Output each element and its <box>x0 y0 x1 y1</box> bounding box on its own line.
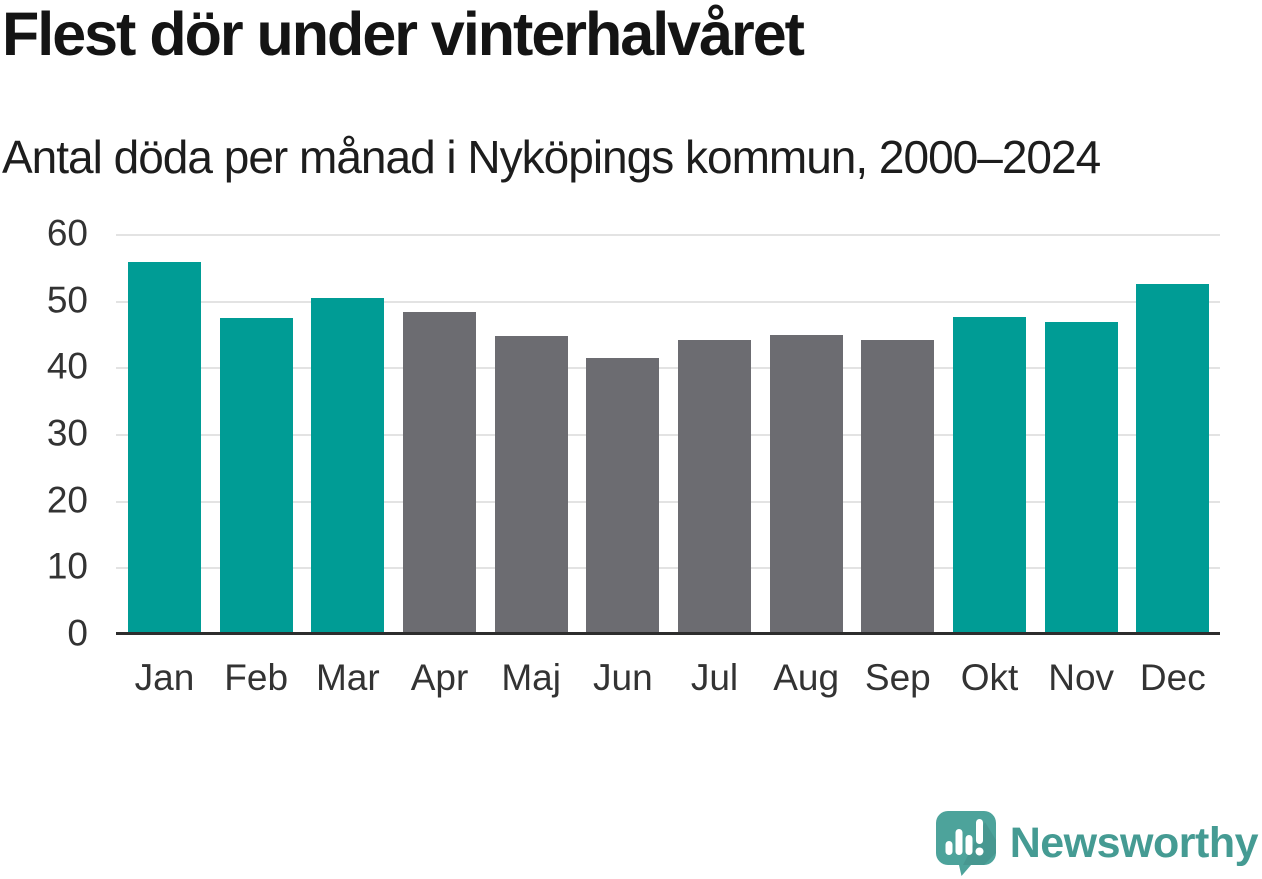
newsworthy-logo-text: Newsworthy <box>1009 818 1259 867</box>
x-axis-tick-label: Aug <box>773 657 840 698</box>
logo-bar-medium <box>965 835 973 855</box>
y-axis-tick-label: 0 <box>67 612 88 654</box>
newsworthy-speech-bubble-bar-chart-icon <box>935 811 996 876</box>
x-axis-tick-label: Jul <box>690 657 739 698</box>
newsworthy-logo: Newsworthy <box>935 810 1259 876</box>
x-axis-baseline <box>116 632 1220 635</box>
bar-feb <box>219 317 293 635</box>
x-axis-tick-label: Dec <box>1139 657 1206 698</box>
logo-exclamation-bar <box>975 819 983 844</box>
logo-exclamation-dot <box>975 847 984 856</box>
bar-dec <box>1136 283 1210 635</box>
bar-jul <box>678 340 751 635</box>
x-axis-tick-label: Maj <box>501 657 561 698</box>
y-axis-tick-label: 20 <box>46 479 88 521</box>
bar-okt <box>953 317 1026 635</box>
gridline <box>116 434 1220 436</box>
bar-nov <box>1044 321 1118 635</box>
x-axis-tick-label: Sep <box>864 657 931 698</box>
logo-bar-tall <box>955 829 963 855</box>
x-axis-tick-label: Feb <box>224 657 289 698</box>
y-axis-tick-label: 40 <box>46 346 88 388</box>
gridline <box>116 500 1220 503</box>
x-axis-tick-label: Okt <box>960 657 1019 698</box>
plot-area <box>116 234 1220 635</box>
bar-mar <box>311 298 385 635</box>
bar-aug <box>769 335 843 635</box>
x-axis-tick-label: Apr <box>410 657 469 698</box>
y-axis-tick-label: 30 <box>46 412 88 454</box>
chart-title: Flest dör under vinterhalvåret <box>2 0 805 68</box>
logo-bar-small <box>945 841 953 855</box>
bar-jan <box>128 261 201 635</box>
y-axis: 0 10 20 30 40 50 60 <box>28 213 88 654</box>
x-axis: Jan Feb Mar Apr Maj Jun Jul Aug Sep Okt Nov Dec <box>116 657 1220 709</box>
y-axis-tick-label: 60 <box>46 212 88 254</box>
y-axis-tick-label: 10 <box>46 546 88 588</box>
bar-sep <box>861 339 935 635</box>
chart-subtitle: Antal döda per månad i Nyköpings kommun,… <box>2 131 1101 183</box>
gridline <box>116 234 1220 236</box>
x-axis-tick-label: Jun <box>593 657 653 698</box>
gridline <box>116 567 1220 570</box>
bar-maj <box>494 335 568 635</box>
gridline <box>116 300 1220 303</box>
x-axis-tick-label: Nov <box>1048 657 1115 698</box>
bar-apr <box>403 312 476 635</box>
y-axis-tick-label: 50 <box>46 279 88 321</box>
x-axis-tick-label: Jan <box>134 657 195 698</box>
gridline <box>116 367 1220 370</box>
bar-jun <box>586 357 660 635</box>
x-axis-tick-label: Mar <box>315 657 380 698</box>
